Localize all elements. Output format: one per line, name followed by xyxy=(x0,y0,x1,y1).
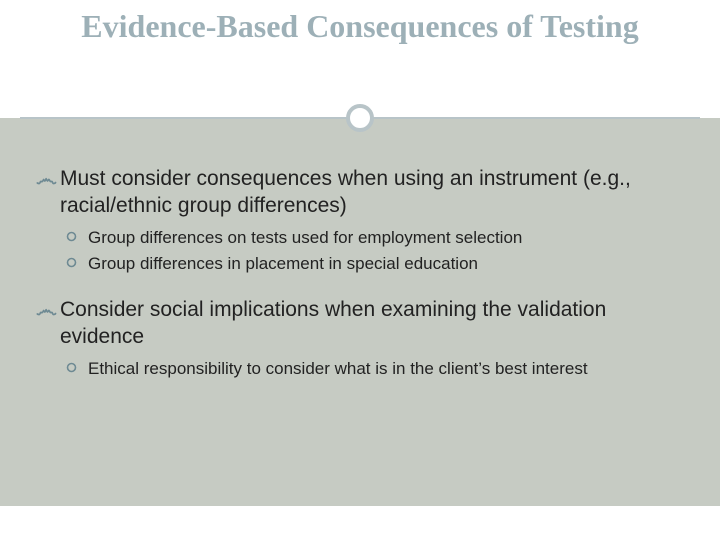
circle-bullet-icon xyxy=(66,226,88,250)
slide-title: Evidence-Based Consequences of Testing xyxy=(0,8,720,45)
footer-bar xyxy=(0,506,720,540)
bullet-row: ෴ Consider social implications when exam… xyxy=(36,297,684,351)
sub-list: Group differences on tests used for empl… xyxy=(36,226,684,276)
circle-bullet-icon xyxy=(66,252,88,276)
sub-bullet: Group differences on tests used for empl… xyxy=(66,226,684,250)
sub-list: Ethical responsibility to consider what … xyxy=(36,357,684,381)
sub-bullet-text: Group differences on tests used for empl… xyxy=(88,226,684,250)
divider-circle-icon xyxy=(346,104,374,132)
sub-bullet: Ethical responsibility to consider what … xyxy=(66,357,684,381)
sub-bullet-text: Ethical responsibility to consider what … xyxy=(88,357,684,381)
swirl-bullet-icon: ෴ xyxy=(36,297,60,351)
circle-bullet-icon xyxy=(66,357,88,381)
bullet-level1: ෴ Consider social implications when exam… xyxy=(36,297,684,381)
sub-bullet-text: Group differences in placement in specia… xyxy=(88,252,684,276)
body-content: ෴ Must consider consequences when using … xyxy=(0,118,720,381)
title-divider xyxy=(0,104,720,132)
title-area: Evidence-Based Consequences of Testing xyxy=(0,0,720,118)
bullet-row: ෴ Must consider consequences when using … xyxy=(36,166,684,220)
bullet-text: Consider social implications when examin… xyxy=(60,297,684,351)
sub-bullet: Group differences in placement in specia… xyxy=(66,252,684,276)
bullet-text: Must consider consequences when using an… xyxy=(60,166,684,220)
bullet-level1: ෴ Must consider consequences when using … xyxy=(36,166,684,275)
slide: Evidence-Based Consequences of Testing ෴… xyxy=(0,0,720,540)
swirl-bullet-icon: ෴ xyxy=(36,166,60,220)
